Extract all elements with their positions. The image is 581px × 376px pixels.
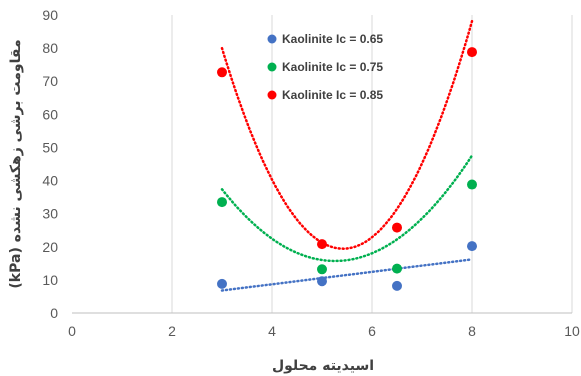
y-tick-label: 20 (42, 239, 58, 255)
data-point-series-0 (467, 241, 477, 252)
y-tick-label: 10 (42, 272, 58, 288)
y-tick-label: 40 (42, 173, 58, 189)
legend-label: Kaolinite Ic = 0.65 (282, 32, 383, 46)
legend: Kaolinite Ic = 0.65 Kaolinite Ic = 0.75 Ka… (267, 32, 383, 102)
trendline-series-1 (220, 154, 474, 263)
trendlines (220, 19, 474, 292)
x-tick-label: 8 (468, 323, 476, 339)
data-point-series-2 (317, 239, 327, 250)
data-point-series-2 (392, 222, 402, 233)
y-tick-label: 50 (42, 139, 58, 155)
y-tick-label: 60 (42, 106, 58, 122)
data-point-series-1 (217, 197, 227, 208)
legend-label: Kaolinite Ic = 0.85 (282, 88, 383, 102)
legend-marker (267, 62, 277, 72)
x-tick-label: 0 (68, 323, 76, 339)
data-point-series-1 (467, 179, 477, 190)
data-point-series-0 (217, 278, 227, 289)
x-tick-label: 6 (368, 323, 376, 339)
trendline-series-0 (220, 258, 474, 292)
y-axis-title: مقاومت برشی زهکشی نشده (kPa) (8, 39, 24, 288)
data-point-series-1 (392, 263, 402, 274)
data-point-series-0 (392, 280, 402, 291)
x-tick-label: 10 (564, 323, 580, 339)
data-point-series-0 (317, 276, 327, 287)
y-tick-label: 0 (50, 305, 58, 321)
x-tick-label: 4 (268, 323, 276, 339)
data-point-series-2 (467, 47, 477, 58)
legend-marker (267, 90, 277, 100)
data-points (217, 47, 477, 291)
x-axis-title: اسیدیته محلول (272, 358, 374, 374)
data-point-series-1 (317, 264, 327, 275)
y-tick-label: 70 (42, 73, 58, 89)
y-tick-labels: 0 10 20 30 40 50 60 70 80 90 (42, 7, 58, 321)
y-tick-label: 90 (42, 7, 58, 23)
legend-marker (267, 34, 277, 44)
legend-label: Kaolinite Ic = 0.75 (282, 60, 383, 74)
x-tick-labels: 0 2 4 6 8 10 (68, 323, 580, 339)
data-point-series-2 (217, 67, 227, 78)
y-tick-label: 30 (42, 206, 58, 222)
trendline-series-2 (220, 19, 474, 250)
x-tick-label: 2 (168, 323, 176, 339)
y-tick-label: 80 (42, 40, 58, 56)
